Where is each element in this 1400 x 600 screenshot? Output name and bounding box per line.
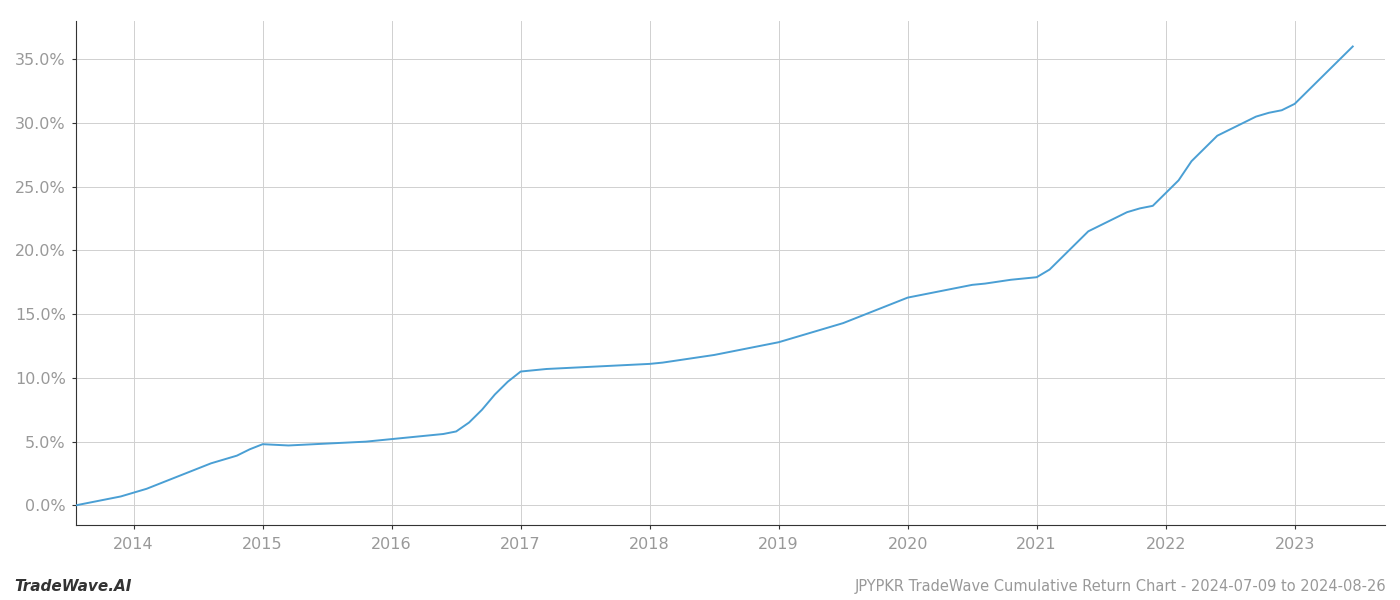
- Text: JPYPKR TradeWave Cumulative Return Chart - 2024-07-09 to 2024-08-26: JPYPKR TradeWave Cumulative Return Chart…: [854, 579, 1386, 594]
- Text: TradeWave.AI: TradeWave.AI: [14, 579, 132, 594]
